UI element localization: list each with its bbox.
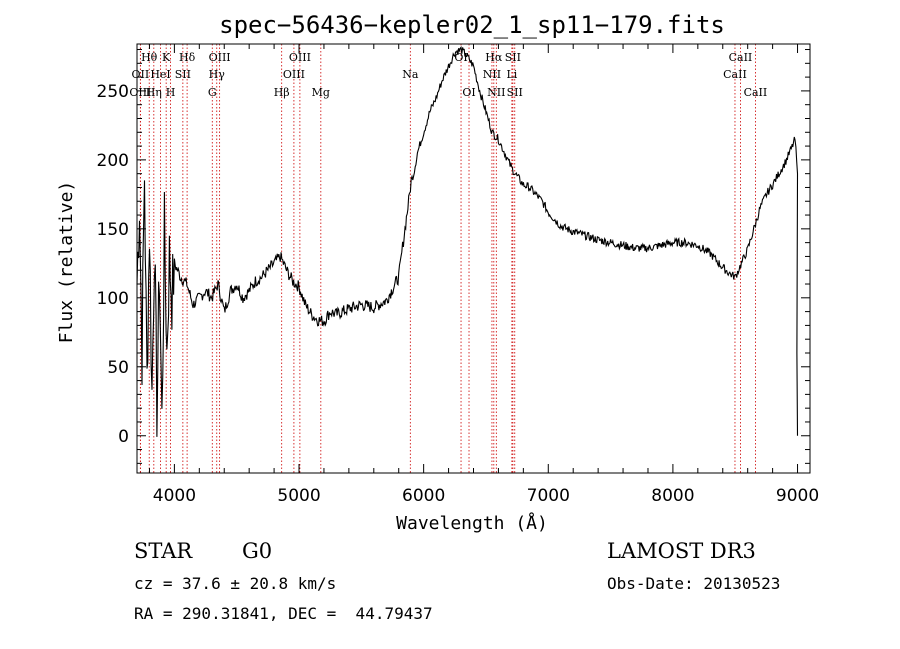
- spectral-line-label: Na: [402, 68, 419, 81]
- x-tick-label: 7000: [527, 486, 570, 506]
- spectral-line-label: Hβ: [274, 86, 290, 99]
- spectral-line-label: CaII: [723, 68, 747, 81]
- spectral-line-label: Li: [506, 68, 517, 81]
- y-tick-label: 250: [97, 82, 129, 102]
- coordinates: RA = 290.31841, DEC = 44.79437: [134, 604, 433, 623]
- y-axis-label: Flux (relative): [56, 181, 77, 344]
- spectral-line-label: G: [208, 86, 217, 99]
- x-axis-label: Wavelength (Å): [396, 512, 548, 534]
- plot-frame: [136, 43, 811, 474]
- spectral-line-label: NII: [483, 68, 501, 81]
- obs-date: Obs-Date: 20130523: [607, 574, 781, 593]
- spectral-line-label: SII: [505, 51, 521, 64]
- spectral-line-markers: [139, 44, 756, 473]
- redshift-info: cz = 37.6 ± 20.8 km/s: [134, 574, 337, 593]
- spectral-line-label: OII: [132, 68, 150, 81]
- x-tick-label: 9000: [776, 486, 819, 506]
- spectral-line-label: NII: [487, 86, 505, 99]
- flux-series-line: [136, 45, 799, 437]
- survey-name: LAMOST DR3: [607, 539, 756, 563]
- x-tick-label: 6000: [402, 486, 445, 506]
- spectral-line-label: HeI: [150, 68, 170, 81]
- spectral-line-label: Hα: [485, 51, 503, 64]
- y-tick-label: 200: [97, 151, 129, 171]
- spectral-line-labels: Hθ OII OIII K Hη HeI SII H Hδ OIII Hγ G OIII OIII Hβ Mg…: [129, 51, 767, 99]
- subclass: G0: [242, 539, 273, 563]
- spectral-line-label: Hδ: [179, 51, 196, 64]
- y-tick-label: 50: [107, 358, 129, 378]
- spectral-line-label: OIII: [283, 68, 305, 81]
- spectral-line-label: OIII: [289, 51, 311, 64]
- spectral-line-label: Hθ: [141, 51, 158, 64]
- x-tick-label: 8000: [651, 486, 694, 506]
- spectral-line-label: OI: [454, 51, 467, 64]
- x-tick-label: 5000: [277, 486, 320, 506]
- spectral-line-label: SII: [507, 86, 523, 99]
- spectral-line-label: Mg: [312, 86, 330, 99]
- spectral-line-label: H: [166, 86, 176, 99]
- spectral-line-label: Hγ: [209, 68, 226, 81]
- spectral-line-label: Hη: [146, 86, 162, 99]
- x-tick-label: 4000: [153, 486, 196, 506]
- y-tick-label: 0: [118, 427, 129, 447]
- y-tick-label: 150: [97, 220, 129, 240]
- chart-title: spec−56436−kepler02_1_sp11−179.fits: [219, 11, 725, 39]
- y-axis-ticks: 0 50 100 150 200 250: [97, 49, 810, 464]
- spectral-line-label: CaII: [744, 86, 768, 99]
- x-axis-ticks: 4000 5000 6000 7000 8000 9000: [148, 44, 819, 506]
- spectral-line-label: OIII: [209, 51, 231, 64]
- spectral-line-label: CaII: [729, 51, 753, 64]
- spectral-line-label: OIII: [129, 86, 151, 99]
- spectral-line-label: OI: [462, 86, 475, 99]
- y-tick-label: 100: [97, 289, 129, 309]
- object-class: STAR: [134, 539, 193, 563]
- spectral-line-label: K: [162, 51, 171, 64]
- spectral-line-label: SII: [175, 68, 191, 81]
